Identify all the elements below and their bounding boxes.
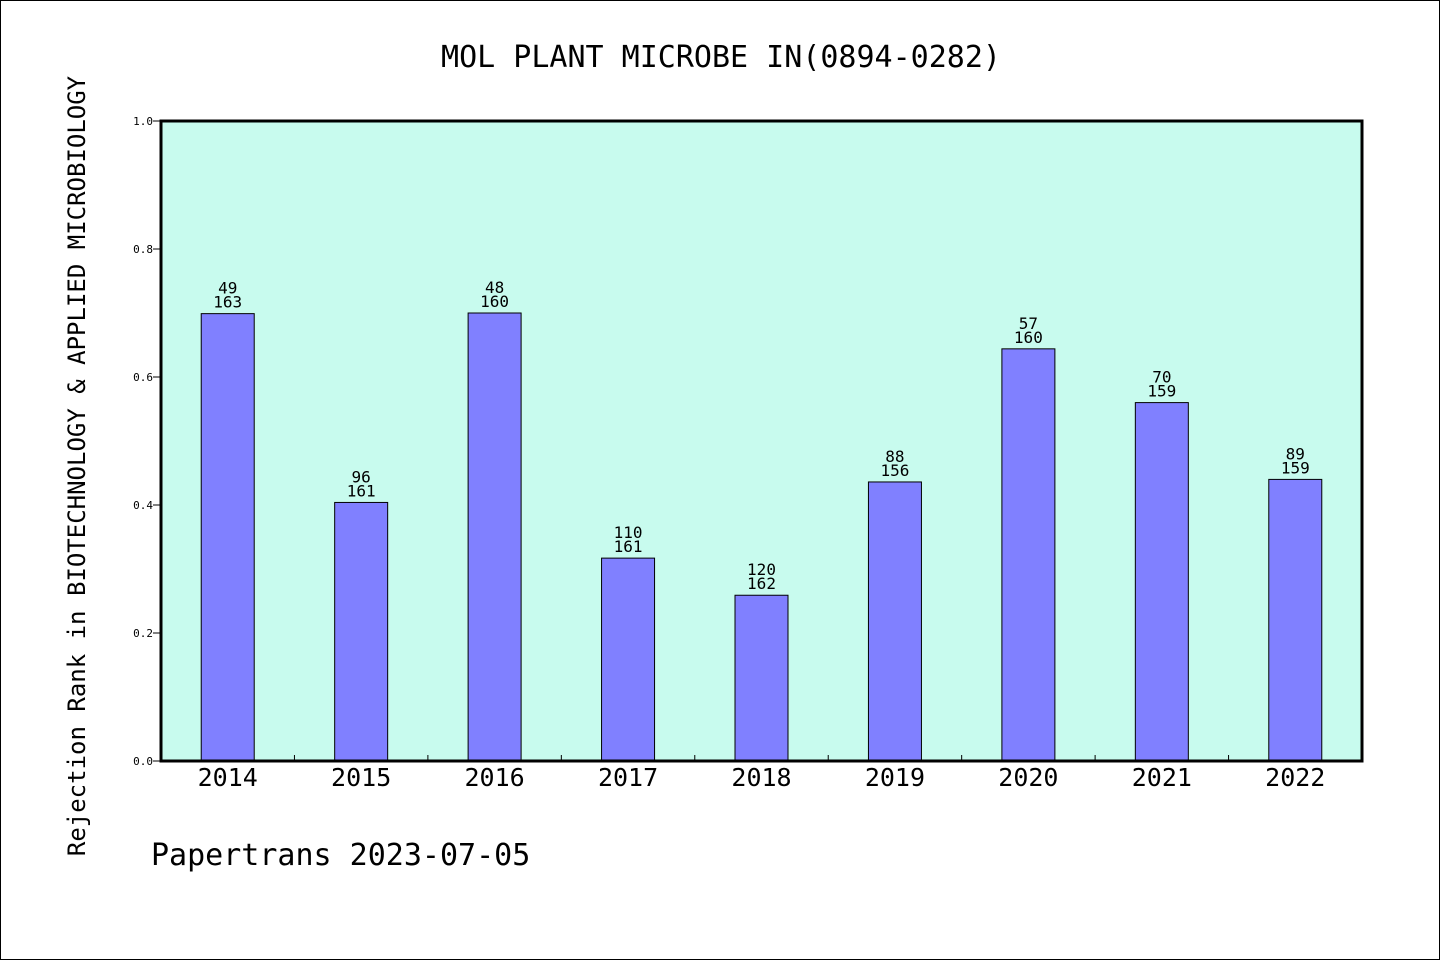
bar-label-bottom: 163 (213, 293, 242, 312)
bar-label-top: 70 (1152, 368, 1171, 387)
x-tick-label: 2022 (1265, 763, 1325, 792)
x-tick-label: 2020 (998, 763, 1058, 792)
x-tick-label: 2019 (865, 763, 925, 792)
y-tick-label: 0.4 (133, 499, 153, 512)
bar-label-top: 120 (747, 560, 776, 579)
x-tick-label: 2016 (465, 763, 525, 792)
y-axis-ticks: 0.0 0.2 0.4 0.6 0.8 1.0 (133, 115, 161, 768)
bar-2020 (1001, 348, 1056, 762)
y-tick-label: 0.0 (133, 755, 153, 768)
x-tick-label: 2018 (731, 763, 791, 792)
bar-label-bottom: 160 (1014, 328, 1043, 347)
bar-label-top: 96 (352, 467, 371, 486)
chart-title: MOL PLANT MICROBE IN(0894-0282) (441, 40, 1001, 75)
bar-label-bottom: 160 (480, 292, 509, 311)
bar-label-bottom: 162 (747, 574, 776, 593)
bar-label-bottom: 161 (614, 537, 643, 556)
x-tick-label: 2014 (198, 763, 258, 792)
x-axis-ticks: 2014 2015 2016 2017 2018 2019 2020 2021 2022 (198, 755, 1325, 792)
bar-label-top: 110 (614, 523, 643, 542)
bar-2015 (334, 501, 389, 762)
bar-2018 (734, 594, 789, 762)
y-tick-label: 0.2 (133, 627, 153, 640)
bar-2014 (200, 313, 255, 762)
y-tick-label: 0.8 (133, 243, 153, 256)
x-tick-label: 2021 (1132, 763, 1192, 792)
footer-text: Papertrans 2023-07-05 (151, 838, 530, 873)
bar-2019 (867, 481, 922, 762)
bar-2016 (467, 312, 522, 762)
bar-label-bottom: 159 (1147, 382, 1176, 401)
x-tick-label: 2017 (598, 763, 658, 792)
bar-label-bottom: 161 (347, 481, 376, 500)
bar-label-top: 49 (218, 279, 237, 298)
bar-label-bottom: 156 (880, 461, 909, 480)
bar-label-bottom: 159 (1281, 458, 1310, 477)
bar-2021 (1134, 402, 1189, 762)
bar-label-top: 48 (485, 278, 504, 297)
y-axis-label: Rejection Rank in BIOTECHNOLOGY & APPLIE… (63, 75, 91, 856)
bar-2022 (1268, 478, 1323, 762)
bars (200, 312, 1323, 762)
plot-frame (159, 119, 1364, 763)
bar-label-top: 57 (1019, 314, 1038, 333)
bar-label-top: 89 (1286, 444, 1305, 463)
x-tick-label: 2015 (331, 763, 391, 792)
bar-labels: 4916396161481601101611201628815657160701… (213, 278, 1309, 593)
bar-label-top: 88 (885, 447, 904, 466)
bar-2017 (601, 557, 656, 762)
y-tick-label: 1.0 (133, 115, 153, 128)
y-tick-label: 0.6 (133, 371, 153, 384)
